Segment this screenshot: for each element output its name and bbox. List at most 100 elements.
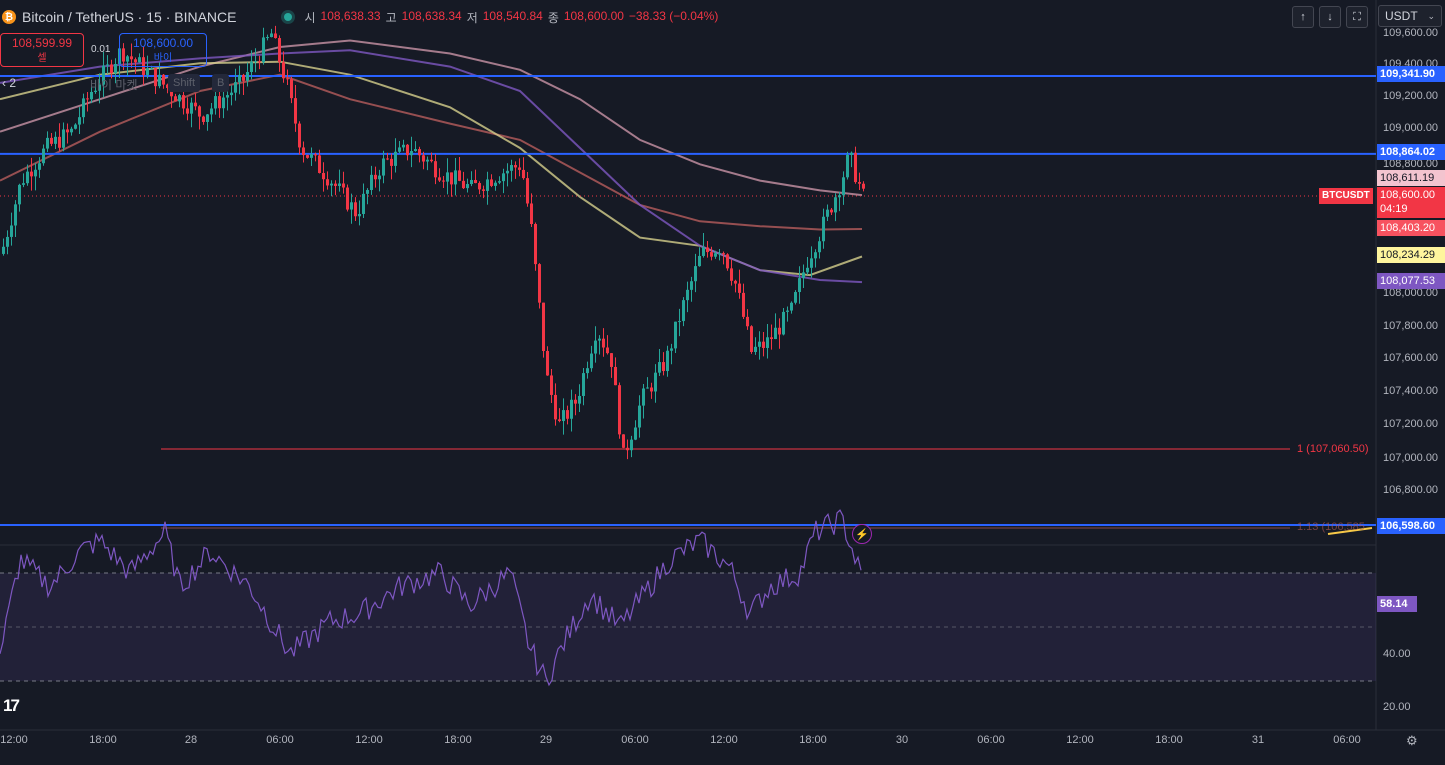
candle-body-down [542,302,545,351]
candle-body-up [126,56,129,62]
candle-body-up [6,236,9,247]
candle-body-up [774,327,777,340]
candle-body-down [742,292,745,317]
candle-body-up [810,258,813,268]
candle-body-up [338,183,341,186]
sell-button[interactable]: 108,599.99 셀 [0,33,84,67]
price-axis-label: 107,600.00 [1383,352,1439,364]
candle-body-down [202,116,205,122]
candle-body-up [266,37,269,39]
candle-body-up [98,84,101,91]
candle-body-down [302,147,305,156]
currency-select[interactable]: USDT ⌄ [1378,5,1442,27]
time-axis-label: 18:00 [1155,734,1183,746]
ma-purple-tag: 108,077.53 [1377,273,1445,289]
candle-body-up [402,144,405,148]
open-label: 시 [304,10,316,25]
candle-body-down [318,155,321,173]
time-axis-label: 06:00 [621,734,649,746]
time-axis-label: 12:00 [1066,734,1094,746]
symbol-title[interactable]: Bitcoin / TetherUS · 15 · BINANCE [22,9,237,25]
tradingview-logo[interactable]: 17 [3,696,20,715]
candle-body-up [818,241,821,253]
candle-body-down [726,254,729,269]
candle-body-up [666,350,669,372]
candle-body-down [418,149,421,156]
low-value: 108,540.84 [482,8,543,23]
candle-body-down [566,410,569,419]
price-axis-label: 109,600.00 [1383,27,1439,39]
candle-body-down [354,202,357,217]
candle-body-down [770,337,773,340]
buy-button[interactable]: 108,600.00 바이 [119,33,207,67]
candle-body-down [750,326,753,352]
candle-body-up [150,68,153,70]
candle-body-down [298,123,301,148]
arrow-up-icon[interactable]: ↑ [1292,6,1314,28]
fib-level-113-label: 1.13 (106,585 [1297,521,1365,533]
candle-body-down [442,180,445,182]
high-value: 108,638.34 [401,8,462,23]
buy-market-label[interactable]: 바이 마켓 [90,78,138,92]
last-price-value: 108,600.00 [1380,189,1436,201]
candle-body-up [598,338,601,341]
symbol-header: ₿ Bitcoin / TetherUS · 15 · BINANCE 시 108… [0,0,718,34]
time-axis-label: 28 [184,734,198,746]
candle-body-down [58,136,61,148]
candle-body-down [218,96,221,109]
candle-body-up [190,102,193,114]
candle-body-up [394,151,397,166]
candle-body-up [310,154,313,158]
settings-icon[interactable]: ⚙ [1406,733,1418,748]
candle-body-down [478,183,481,190]
hline-mid-tag[interactable]: 108,864.02 [1377,144,1445,160]
time-axis-label: 18:00 [799,734,827,746]
candle-body-up [466,184,469,189]
candle-body-up [578,395,581,404]
arrow-down-icon[interactable]: ↓ [1319,6,1341,28]
candle-body-down [170,87,173,97]
candle-body-down [550,375,553,395]
candle-body-down [762,341,765,348]
candle-body-down [546,350,549,376]
price-axis-label: 107,800.00 [1383,320,1439,332]
candle-body-up [102,65,105,85]
time-axis-label: 06:00 [977,734,1005,746]
candle-body-up [562,410,565,422]
candle-body-up [674,321,677,349]
candle-body-up [846,154,849,178]
candle-body-up [410,151,413,156]
candle-body-down [322,172,325,180]
ohlc-readout: 시 108,638.33 고 108,638.34 저 108,540.84 종 108… [304,9,718,26]
legend-collapse-toggle[interactable]: ‹ 2 [2,76,17,90]
candle-body-up [646,387,649,389]
candle-body-up [262,37,265,63]
candle-body-up [754,346,757,352]
candle-body-up [486,179,489,191]
candle-body-down [746,316,749,327]
candle-body-up [642,388,645,406]
ma-red-tag: 108,403.20 [1377,220,1445,236]
candle-body-up [366,190,369,194]
candle-body-up [206,114,209,122]
close-label: 종 [547,10,559,25]
candle-body-up [226,95,229,98]
candle-body-up [54,136,57,144]
candle-body-down [286,78,289,80]
candle-body-up [702,247,705,256]
fit-screen-icon[interactable]: ⛶ [1346,6,1368,28]
candle-body-down [518,167,521,170]
candle-body-down [166,84,169,88]
candle-body-up [38,163,41,170]
candle-body-up [446,172,449,182]
candle-body-up [398,147,401,152]
candle-body-up [510,165,513,171]
candle-body-up [678,321,681,323]
hline-lower-tag[interactable]: 106,598.60 [1377,518,1445,534]
candle-body-up [470,179,473,185]
hline-upper-tag[interactable]: 109,341.90 [1377,66,1445,82]
price-axis-label: 109,000.00 [1383,122,1439,134]
candle-body-down [258,61,261,63]
lightning-icon[interactable]: ⚡ [852,524,872,544]
